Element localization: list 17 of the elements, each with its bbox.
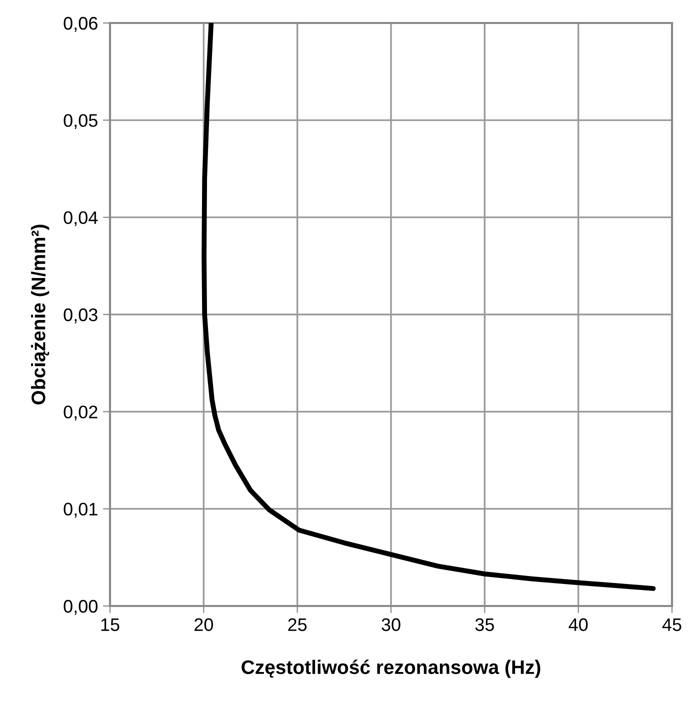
x-tick-label: 30 bbox=[382, 618, 400, 632]
x-tick-label: 45 bbox=[662, 618, 682, 632]
y-tick-label: 0,02 bbox=[64, 406, 98, 421]
x-tick-label: 35 bbox=[475, 618, 494, 632]
x-tick-label: 15 bbox=[101, 618, 120, 632]
x-tick-label: 20 bbox=[194, 618, 214, 632]
y-tick-label: 0,04 bbox=[64, 211, 98, 226]
y-tick-label: 0,05 bbox=[64, 114, 98, 130]
x-tick-label: 40 bbox=[568, 618, 588, 632]
y-tick-label: 0,03 bbox=[64, 308, 98, 324]
y-axis-title: Obciążenie (N/mm²) bbox=[31, 224, 50, 404]
y-tick-label: 0,01 bbox=[64, 502, 98, 518]
x-axis-title: Częstotliwość rezonansowa (Hz) bbox=[242, 660, 540, 678]
line-series bbox=[202, 23, 656, 591]
x-tick-label: 25 bbox=[288, 618, 307, 632]
y-tick-label: 0,00 bbox=[64, 600, 98, 615]
y-tick-label: 0,06 bbox=[64, 16, 98, 32]
